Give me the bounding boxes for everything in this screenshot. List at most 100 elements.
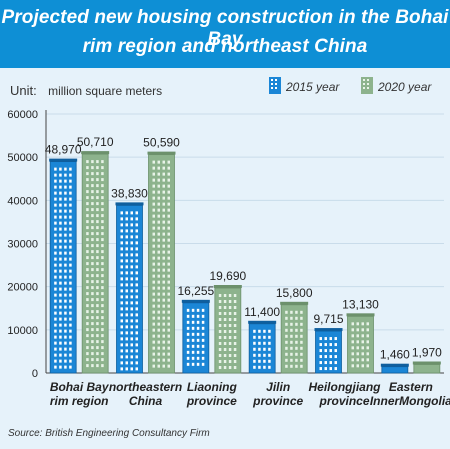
bar-window bbox=[101, 244, 104, 248]
bar-window bbox=[91, 214, 94, 218]
bar-window bbox=[366, 328, 369, 332]
bar-window bbox=[157, 250, 160, 254]
bar-window bbox=[101, 358, 104, 362]
x-category-label: rim region bbox=[50, 394, 109, 408]
bar-window bbox=[54, 257, 57, 261]
bar-window bbox=[167, 280, 170, 284]
bar-window bbox=[196, 332, 200, 336]
bar-window bbox=[162, 292, 165, 296]
bar-window bbox=[91, 352, 94, 356]
bar-window bbox=[196, 356, 200, 360]
bar-window bbox=[228, 354, 232, 358]
bar-window bbox=[64, 359, 67, 363]
bar-window bbox=[86, 178, 89, 182]
bar-window bbox=[130, 313, 133, 317]
bar-window bbox=[361, 364, 364, 368]
bar-window bbox=[228, 324, 232, 328]
bar-window bbox=[356, 352, 359, 356]
bar-window bbox=[157, 166, 160, 170]
bar-window bbox=[91, 280, 94, 284]
bar-window bbox=[86, 160, 89, 164]
bar-window bbox=[162, 334, 165, 338]
bar-window bbox=[157, 172, 160, 176]
bar-window bbox=[167, 166, 170, 170]
bar-window bbox=[130, 331, 133, 335]
bar-window bbox=[162, 256, 165, 260]
bar-window bbox=[191, 332, 195, 336]
bar-window bbox=[64, 257, 67, 261]
bar-window bbox=[218, 336, 222, 340]
bar-window bbox=[290, 358, 293, 362]
bar-window bbox=[157, 364, 160, 368]
bar-window bbox=[135, 343, 138, 347]
value-label-2015: 11,400 bbox=[244, 305, 280, 319]
bar-window bbox=[64, 329, 67, 333]
bar-window bbox=[96, 346, 99, 350]
bar-window bbox=[162, 190, 165, 194]
bar-window bbox=[162, 202, 165, 206]
bar-window bbox=[91, 334, 94, 338]
bar-window bbox=[86, 184, 89, 188]
bar-window bbox=[162, 178, 165, 182]
bar-window bbox=[223, 324, 227, 328]
bar-window bbox=[64, 323, 67, 327]
bar-window bbox=[263, 353, 266, 357]
bar-window bbox=[157, 184, 160, 188]
bar-window bbox=[120, 349, 123, 353]
bar-window bbox=[96, 352, 99, 356]
x-category-label: Eastern bbox=[389, 380, 433, 394]
bar-window bbox=[91, 286, 94, 290]
bar-window bbox=[191, 362, 195, 366]
bar-window bbox=[135, 265, 138, 269]
bar-window bbox=[120, 265, 123, 269]
bar-2020 bbox=[81, 151, 110, 374]
bar-body bbox=[413, 364, 441, 374]
bar-window bbox=[91, 298, 94, 302]
bar-window bbox=[152, 292, 155, 296]
bar-window bbox=[351, 352, 354, 356]
bar-window bbox=[135, 313, 138, 317]
bar-window bbox=[86, 262, 89, 266]
bar-window bbox=[366, 358, 369, 362]
bar-window bbox=[162, 298, 165, 302]
bar-window bbox=[135, 259, 138, 263]
bar-window bbox=[54, 269, 57, 273]
bar-window bbox=[290, 316, 293, 320]
bar-window bbox=[258, 347, 261, 351]
bar-window bbox=[130, 319, 133, 323]
bar-window bbox=[69, 305, 72, 309]
bar-window bbox=[167, 262, 170, 266]
bar-window bbox=[356, 334, 359, 338]
bar-window bbox=[59, 239, 62, 243]
bar-2020 bbox=[147, 151, 176, 374]
bar-window bbox=[162, 304, 165, 308]
bar-window bbox=[300, 310, 303, 314]
bar-window bbox=[91, 304, 94, 308]
bar-window bbox=[54, 281, 57, 285]
bar-window bbox=[258, 341, 261, 345]
bar-window bbox=[125, 259, 128, 263]
bar-window bbox=[125, 265, 128, 269]
bar-window bbox=[356, 322, 359, 326]
bar-window bbox=[101, 214, 104, 218]
bar-window bbox=[96, 358, 99, 362]
bar-window bbox=[162, 316, 165, 320]
bar-window bbox=[125, 223, 128, 227]
bar-window bbox=[167, 226, 170, 230]
bar-window bbox=[186, 362, 190, 366]
bar-window bbox=[64, 317, 67, 321]
bar-window bbox=[130, 229, 133, 233]
bar-window bbox=[64, 293, 67, 297]
bar-window bbox=[120, 295, 123, 299]
bar-window bbox=[162, 166, 165, 170]
bar-window bbox=[351, 364, 354, 368]
bar-window bbox=[120, 355, 123, 359]
bar-window bbox=[130, 343, 133, 347]
bar-window bbox=[157, 280, 160, 284]
bar-window bbox=[130, 355, 133, 359]
bar-window bbox=[329, 367, 332, 371]
bar-window bbox=[125, 349, 128, 353]
bar-window bbox=[218, 360, 222, 364]
bar-window bbox=[290, 352, 293, 356]
